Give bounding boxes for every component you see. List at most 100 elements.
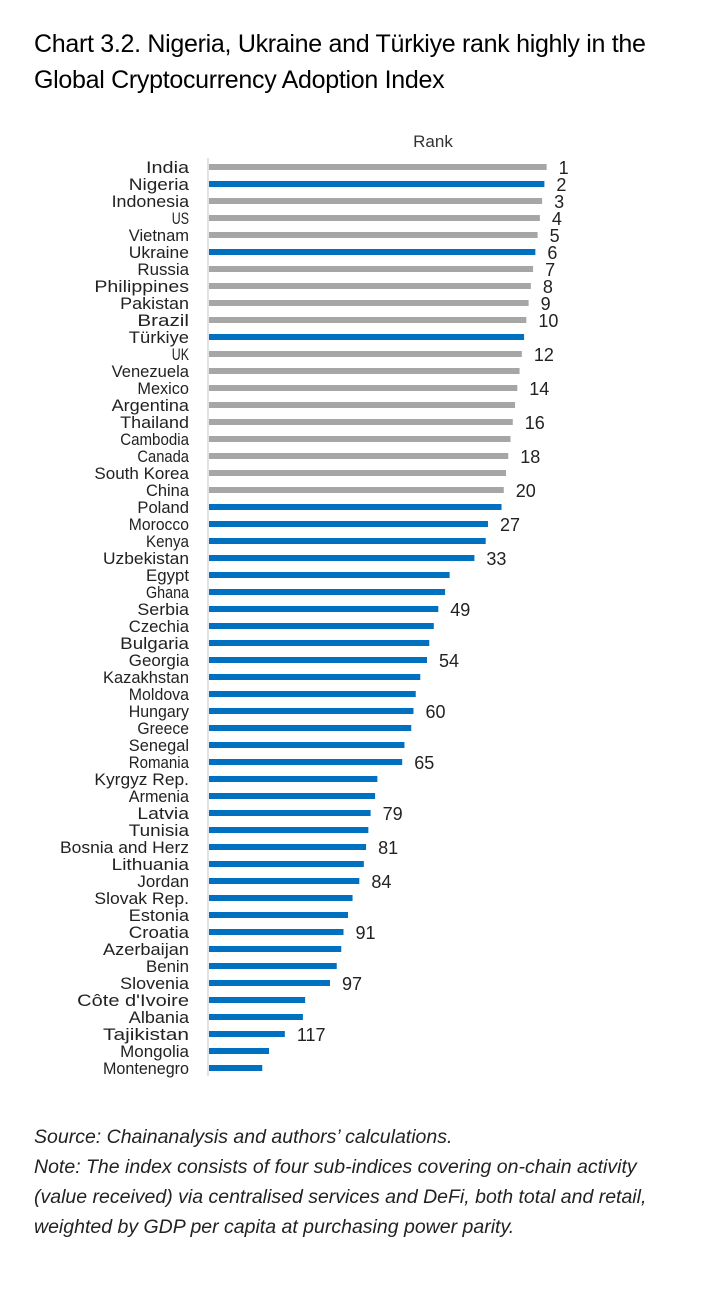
bar xyxy=(209,300,529,306)
bar xyxy=(209,351,522,357)
bar xyxy=(209,419,513,425)
data-label: 54 xyxy=(439,651,459,671)
bar xyxy=(209,572,450,578)
category-label: Greece xyxy=(137,720,189,738)
chart-title: Chart 3.2. Nigeria, Ukraine and Türkiye … xyxy=(34,30,646,94)
category-label: Jordan xyxy=(137,873,189,891)
data-label: 16 xyxy=(525,413,545,433)
category-label: Mexico xyxy=(137,380,189,398)
bar xyxy=(209,929,344,935)
category-label: Philippines xyxy=(94,278,189,296)
bar xyxy=(209,793,376,799)
data-label: 9 xyxy=(541,294,551,314)
bar xyxy=(209,538,486,544)
bar xyxy=(209,1014,303,1020)
category-label: Armenia xyxy=(129,788,190,806)
bar xyxy=(209,912,349,918)
category-label: Ukraine xyxy=(129,244,189,262)
bar xyxy=(209,742,405,748)
category-label: Czechia xyxy=(129,618,190,636)
category-label: South Korea xyxy=(94,465,189,483)
data-label: 1 xyxy=(559,158,569,178)
data-label: 65 xyxy=(414,753,434,773)
bar xyxy=(209,708,414,714)
category-label: Moldova xyxy=(129,686,190,704)
data-label: 6 xyxy=(547,243,557,263)
category-label: Poland xyxy=(137,499,189,517)
data-label: 27 xyxy=(500,515,520,535)
data-label: 8 xyxy=(543,277,553,297)
bar xyxy=(209,521,488,527)
category-label: Tajikistan xyxy=(103,1026,189,1044)
bar xyxy=(209,725,412,731)
data-label: 49 xyxy=(450,600,470,620)
data-label: 2 xyxy=(556,175,566,195)
category-label: Romania xyxy=(129,754,190,772)
data-label: 4 xyxy=(552,209,562,229)
data-label: 10 xyxy=(538,311,558,331)
bar xyxy=(209,691,416,697)
category-label: Tunisia xyxy=(129,822,190,840)
bar xyxy=(209,1031,285,1037)
bar xyxy=(209,402,516,408)
category-label: Lithuania xyxy=(112,856,190,874)
category-label: Nigeria xyxy=(129,176,190,194)
bar xyxy=(209,283,531,289)
bar xyxy=(209,164,547,170)
data-label: 84 xyxy=(371,872,391,892)
bar xyxy=(209,946,342,952)
category-label: Albania xyxy=(129,1009,190,1027)
bar xyxy=(209,453,509,459)
category-label: Pakistan xyxy=(120,295,189,313)
category-label: Türkiye xyxy=(129,329,189,347)
category-label: Egypt xyxy=(146,567,189,585)
bar xyxy=(209,606,439,612)
note-text: Note: The index consists of four sub-ind… xyxy=(34,1156,647,1238)
data-label: 60 xyxy=(425,702,445,722)
bar xyxy=(209,623,434,629)
category-label: Kazakhstan xyxy=(103,669,189,687)
data-label: 3 xyxy=(554,192,564,212)
bar xyxy=(209,776,378,782)
data-label: 33 xyxy=(486,549,506,569)
category-label: Mongolia xyxy=(120,1043,190,1061)
category-label: Estonia xyxy=(129,907,190,925)
bar xyxy=(209,385,518,391)
category-label: Hungary xyxy=(129,703,190,721)
category-label: Ghana xyxy=(146,584,190,602)
category-label: Kyrgyz Rep. xyxy=(94,771,189,789)
bar xyxy=(209,640,430,646)
category-label: UK xyxy=(172,346,189,364)
category-label: Azerbaijan xyxy=(103,941,189,959)
category-label: China xyxy=(146,482,190,500)
category-label: Kenya xyxy=(146,533,190,551)
bar xyxy=(209,470,507,476)
category-label: Côte d'Ivoire xyxy=(77,992,189,1010)
data-label: 18 xyxy=(520,447,540,467)
bar xyxy=(209,1048,270,1054)
category-label: Georgia xyxy=(129,652,190,670)
category-label: Russia xyxy=(137,261,189,279)
data-label: 20 xyxy=(516,481,536,501)
category-label: Slovak Rep. xyxy=(94,890,189,908)
category-label: Venezuela xyxy=(112,363,190,381)
bar xyxy=(209,198,543,204)
category-label: Canada xyxy=(137,448,189,466)
data-label: 12 xyxy=(534,345,554,365)
category-label: Cambodia xyxy=(120,431,190,449)
data-label: 117 xyxy=(297,1025,326,1045)
bar xyxy=(209,504,502,510)
bar xyxy=(209,249,536,255)
bar xyxy=(209,266,534,272)
bar xyxy=(209,997,306,1003)
bar xyxy=(209,963,337,969)
bar xyxy=(209,368,520,374)
bar xyxy=(209,215,540,221)
bar xyxy=(209,674,421,680)
bar xyxy=(209,759,403,765)
data-label: 5 xyxy=(550,226,560,246)
category-label: Argentina xyxy=(112,397,190,415)
bar xyxy=(209,436,511,442)
category-label: Indonesia xyxy=(112,193,190,211)
